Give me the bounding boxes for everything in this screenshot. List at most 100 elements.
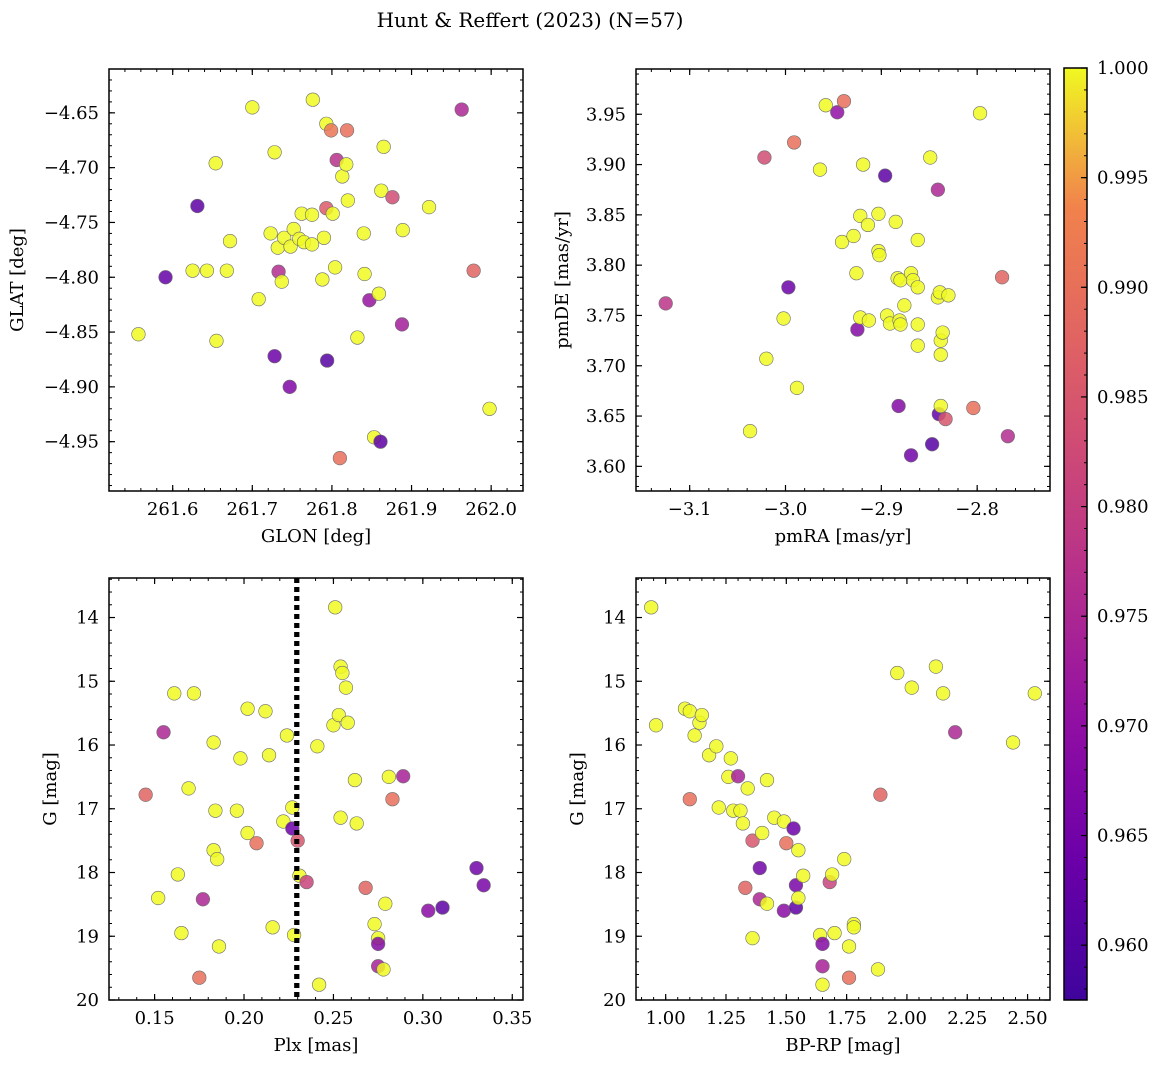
scatter-point bbox=[320, 353, 335, 368]
scatter-point bbox=[1000, 429, 1015, 444]
y-tick-label: −4.70 bbox=[44, 158, 99, 179]
scatter-point bbox=[333, 810, 348, 825]
scatter-point bbox=[385, 792, 400, 807]
scatter-point bbox=[181, 781, 196, 796]
axes-frame bbox=[635, 68, 1051, 492]
scatter-point bbox=[340, 715, 355, 730]
scatter-point bbox=[1027, 686, 1042, 701]
scatter-point bbox=[376, 139, 391, 154]
scatter-point bbox=[658, 296, 673, 311]
scatter-point bbox=[834, 234, 850, 250]
scatter-point bbox=[357, 266, 372, 282]
scatter-point bbox=[836, 94, 852, 109]
scatter-point bbox=[827, 925, 842, 941]
scatter-point bbox=[644, 600, 659, 615]
scatter-point bbox=[192, 970, 207, 985]
scatter-point bbox=[742, 424, 758, 439]
scatter-point bbox=[258, 704, 273, 719]
scatter-point bbox=[261, 748, 277, 763]
scatter-point bbox=[209, 333, 224, 348]
scatter-point bbox=[682, 792, 697, 807]
scatter-point bbox=[385, 190, 400, 205]
scatter-point bbox=[263, 226, 278, 241]
scatter-point bbox=[759, 896, 775, 911]
scatter-point bbox=[933, 398, 948, 414]
colorbar-tick-label: 0.985 bbox=[1097, 387, 1149, 408]
y-tick-label: −4.80 bbox=[44, 267, 99, 288]
minor-ticks bbox=[636, 69, 1050, 491]
y-tick-label: −4.65 bbox=[44, 103, 99, 124]
scatter-point bbox=[310, 739, 325, 754]
scatter-point bbox=[421, 903, 436, 918]
scatter-point bbox=[339, 123, 355, 138]
scatter-point bbox=[891, 398, 906, 414]
colorbar-tick-label: 0.970 bbox=[1097, 716, 1149, 737]
scatter-point bbox=[776, 311, 791, 326]
scatter-point bbox=[850, 322, 865, 337]
scatter-point bbox=[841, 970, 857, 985]
y-axis-label: GLAT [deg] bbox=[7, 228, 28, 332]
colorbar-tick-label: 0.990 bbox=[1097, 277, 1149, 298]
y-tick-label: 3.60 bbox=[586, 456, 626, 477]
y-axis-label: G [mag] bbox=[40, 752, 61, 825]
scatter-point bbox=[328, 260, 343, 275]
scatter-point bbox=[830, 105, 845, 120]
scatter-point bbox=[873, 787, 888, 802]
scatter-point bbox=[910, 280, 925, 295]
scatter-point bbox=[338, 680, 354, 695]
scatter-point bbox=[846, 228, 861, 244]
x-tick-label: −2.9 bbox=[859, 499, 903, 520]
scatter-point bbox=[730, 769, 746, 784]
scatter-point bbox=[167, 686, 182, 701]
scatter-point bbox=[185, 263, 200, 278]
scatter-point bbox=[872, 248, 887, 263]
scatter-point bbox=[933, 347, 948, 362]
scatter-point bbox=[818, 98, 833, 113]
scatter-point bbox=[324, 123, 339, 138]
colorbar-tick-label: 0.980 bbox=[1097, 497, 1149, 518]
x-tick-label: 1.00 bbox=[646, 1008, 686, 1029]
scatter-point bbox=[841, 939, 857, 954]
scatter-point bbox=[733, 803, 748, 818]
scatter-point bbox=[240, 825, 255, 841]
scatter-point bbox=[815, 977, 830, 992]
axes-frame bbox=[635, 577, 1051, 1001]
x-axis-label: GLON [deg] bbox=[261, 526, 371, 547]
y-tick-label: 15 bbox=[603, 671, 626, 692]
scatter-point bbox=[812, 162, 828, 177]
scatter-point bbox=[711, 800, 726, 815]
scatter-point bbox=[687, 728, 702, 743]
scatter-point bbox=[837, 852, 852, 867]
scatter-point bbox=[694, 707, 709, 723]
y-tick-label: 18 bbox=[76, 863, 99, 884]
x-tick-label: 261.9 bbox=[386, 499, 438, 520]
scatter-point bbox=[648, 718, 664, 733]
x-tick-label: −3.0 bbox=[764, 499, 808, 520]
y-tick-label: 3.85 bbox=[586, 205, 626, 226]
scatter-point bbox=[1005, 735, 1021, 750]
scatter-point bbox=[356, 226, 371, 241]
scatter-point bbox=[745, 833, 760, 848]
scatter-point bbox=[815, 959, 830, 974]
x-tick-label: 1.50 bbox=[766, 1008, 806, 1029]
x-tick-label: 0.30 bbox=[403, 1008, 443, 1029]
scatter-point bbox=[151, 890, 166, 906]
scatter-point bbox=[469, 860, 484, 876]
scatter-point bbox=[340, 193, 355, 208]
scatter-point bbox=[158, 270, 173, 285]
scatter-point bbox=[846, 920, 861, 935]
scatter-point bbox=[723, 751, 738, 766]
scatter-point bbox=[421, 200, 437, 215]
scatter-point bbox=[316, 230, 332, 245]
scatter-point bbox=[174, 925, 189, 941]
scatter-point bbox=[138, 787, 153, 802]
scatter-point bbox=[156, 725, 171, 740]
x-tick-label: 261.8 bbox=[306, 499, 358, 520]
x-tick-label: 1.75 bbox=[827, 1008, 867, 1029]
y-axis-label: pmDE [mas/yr] bbox=[552, 211, 573, 349]
colorbar-frame bbox=[1063, 67, 1088, 1001]
scatter-point bbox=[878, 168, 893, 183]
scatter-point bbox=[267, 349, 282, 364]
scatter-point bbox=[251, 292, 266, 307]
scatter-point bbox=[304, 237, 320, 252]
